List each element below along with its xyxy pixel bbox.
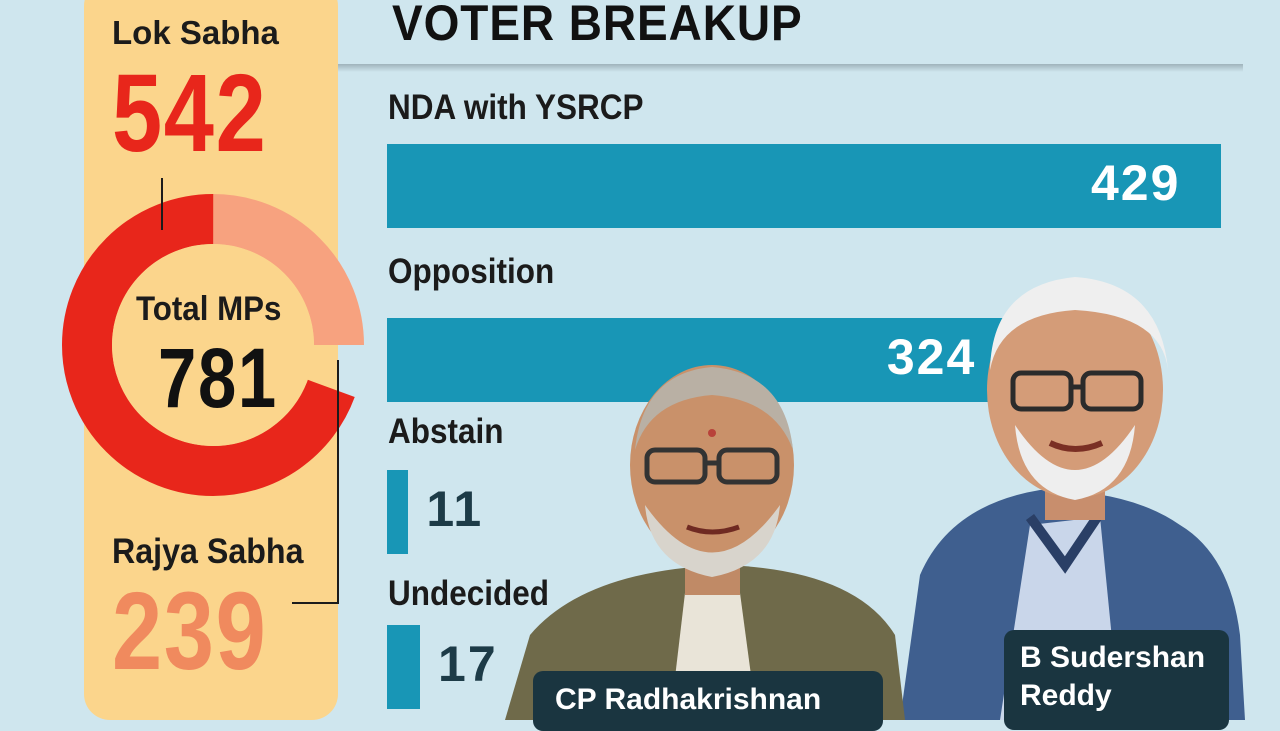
total-mps-label: Total MPs xyxy=(136,290,282,328)
donut-segment-lok-sabha xyxy=(62,194,364,496)
value-label-abstain: 11 xyxy=(426,481,484,537)
title-divider xyxy=(338,64,1243,72)
candidate-name-callout: CP Radhakrishnan xyxy=(533,671,883,731)
value-label-opposition: 324 xyxy=(886,329,977,385)
donut-center xyxy=(112,244,314,446)
donut-segment-rajya-sabha xyxy=(62,194,364,496)
category-label: Abstain xyxy=(388,412,504,451)
person-photo xyxy=(505,365,905,720)
category-label: Opposition xyxy=(388,252,555,291)
total-mps-value: 781 xyxy=(158,331,278,425)
bar-undecided xyxy=(387,625,421,709)
value-label-nda: 429 xyxy=(1091,155,1181,211)
rajya-sabha-label: Rajya Sabha xyxy=(112,532,304,571)
category-label: Undecided xyxy=(388,574,550,613)
lok-sabha-value: 542 xyxy=(112,52,268,175)
rajya-sabha-connector xyxy=(292,360,339,604)
bar-nda xyxy=(387,144,1221,228)
value-label-undecided: 17 xyxy=(438,636,498,692)
candidate-name-line: B Sudershan xyxy=(1020,641,1206,674)
rajya-sabha-value: 239 xyxy=(112,570,268,693)
chart-title: VOTER BREAKUP xyxy=(392,0,803,51)
candidate-name-callout: B Sudershan Reddy xyxy=(1004,630,1229,730)
bar-abstain xyxy=(387,470,409,554)
lok-sabha-label: Lok Sabha xyxy=(112,14,279,51)
category-label: NDA with YSRCP xyxy=(388,88,644,127)
candidate-name-line: Reddy xyxy=(1020,679,1112,712)
candidate-name: CP Radhakrishnan xyxy=(555,683,822,716)
